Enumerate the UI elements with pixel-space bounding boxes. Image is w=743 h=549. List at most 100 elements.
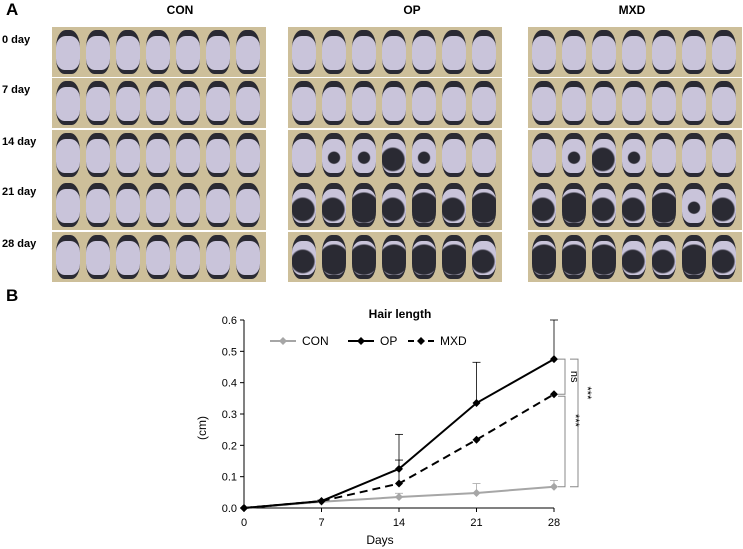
mouse-image: [472, 235, 496, 279]
data-point-mxd: [550, 390, 558, 399]
annotation-ns: ns: [568, 371, 580, 383]
mouse-image: [682, 81, 706, 125]
legend-marker-op: [357, 337, 365, 345]
mouse-image: [652, 183, 676, 227]
data-point-mxd: [240, 504, 248, 512]
mouse-image: [352, 235, 376, 279]
mouse-image: [56, 30, 80, 74]
mouse-image: [352, 183, 376, 227]
mouse-image: [86, 30, 110, 74]
y-tick-label: 0.0: [222, 503, 237, 515]
group-label-mxd: MXD: [618, 3, 646, 17]
mouse-image: [236, 81, 260, 125]
mouse-image: [382, 235, 406, 279]
mouse-image: [146, 183, 170, 227]
significance-brackets: ns******: [558, 358, 593, 488]
mouse-image: [206, 183, 230, 227]
row-label-21-day: 21 day: [2, 186, 37, 198]
mouse-image: [442, 30, 466, 74]
x-tick-label: 14: [393, 517, 405, 529]
legend-label-op: OP: [380, 334, 397, 348]
mouse-image: [592, 235, 616, 279]
mouse-image: [292, 133, 316, 177]
y-axis-label: (cm): [195, 416, 209, 440]
hair-length-chart: 0.0 0.1 0.2 0.3 0.4 0.5 0.6 0 7 14 21 28 CON OP MXD n…: [195, 307, 593, 547]
mouse-image: [412, 133, 436, 177]
mouse-image: [56, 81, 80, 125]
y-tick-label: 0.3: [222, 409, 237, 421]
mouse-image: [712, 133, 736, 177]
x-tick-label: 21: [470, 517, 482, 529]
x-axis-label: Days: [366, 533, 393, 547]
mouse-image: [292, 81, 316, 125]
mouse-image: [116, 30, 140, 74]
mouse-image: [562, 81, 586, 125]
mouse-image: [176, 30, 200, 74]
photo-block: [288, 232, 502, 282]
mouse-image: [206, 235, 230, 279]
mouse-image: [622, 30, 646, 74]
photo-block: [528, 180, 742, 230]
mouse-image: [352, 133, 376, 177]
mouse-image: [176, 133, 200, 177]
mouse-image: [322, 133, 346, 177]
mouse-image: [206, 81, 230, 125]
mouse-image: [86, 133, 110, 177]
mouse-image: [562, 133, 586, 177]
chart-legend: CON OP MXD: [270, 334, 467, 348]
mouse-image: [472, 30, 496, 74]
mouse-image: [146, 81, 170, 125]
mouse-image: [652, 30, 676, 74]
mouse-image: [622, 133, 646, 177]
data-markers: [240, 355, 558, 512]
mouse-image: [176, 183, 200, 227]
photo-block: [528, 232, 742, 282]
mouse-image: [532, 81, 556, 125]
photo-block: [52, 130, 266, 180]
mouse-image: [442, 235, 466, 279]
legend-marker-con: [279, 337, 287, 345]
mouse-image: [236, 30, 260, 74]
mouse-image: [322, 81, 346, 125]
mouse-image: [652, 235, 676, 279]
y-tick-label: 0.2: [222, 440, 237, 452]
mouse-image: [322, 30, 346, 74]
y-tick-label: 0.1: [222, 472, 237, 484]
mouse-image: [206, 30, 230, 74]
error-bars: [317, 319, 558, 502]
mouse-image: [472, 81, 496, 125]
data-point-mxd: [317, 497, 326, 506]
annotation-op-con: ***: [581, 387, 593, 401]
mouse-image: [322, 183, 346, 227]
y-tick-label: 0.6: [222, 315, 237, 327]
mouse-image: [176, 235, 200, 279]
mouse-image: [86, 235, 110, 279]
row-label-0-day: 0 day: [2, 34, 31, 46]
mouse-image: [292, 183, 316, 227]
data-point-mxd: [472, 435, 481, 444]
mouse-image: [86, 81, 110, 125]
mouse-image: [56, 235, 80, 279]
mouse-image: [622, 81, 646, 125]
mouse-image: [116, 183, 140, 227]
y-tick-label: 0.4: [222, 378, 237, 390]
photo-block: [52, 180, 266, 230]
row-label-14-day: 14 day: [2, 136, 37, 148]
mouse-image: [56, 183, 80, 227]
mouse-image: [442, 183, 466, 227]
mouse-image: [652, 81, 676, 125]
mouse-image: [236, 183, 260, 227]
mouse-image: [532, 30, 556, 74]
mouse-image: [146, 235, 170, 279]
mouse-image: [592, 183, 616, 227]
data-point-con: [472, 488, 481, 497]
mouse-image: [442, 81, 466, 125]
mouse-image: [562, 183, 586, 227]
mouse-image: [236, 235, 260, 279]
annotation-mxd-con: ***: [569, 414, 581, 428]
legend-label-mxd: MXD: [440, 334, 467, 348]
row-label-7-day: 7 day: [2, 84, 31, 96]
chart-title: Hair length: [369, 307, 432, 321]
mouse-image: [236, 133, 260, 177]
photo-block: [528, 130, 742, 180]
